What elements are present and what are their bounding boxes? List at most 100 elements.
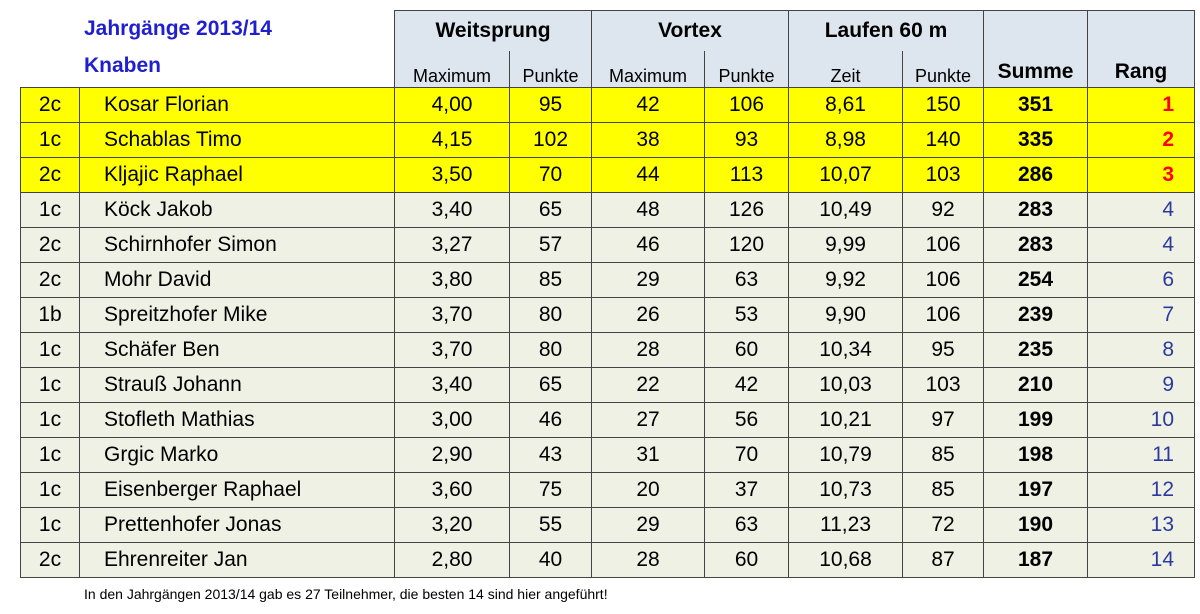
rank-cell: 7 <box>1087 297 1195 333</box>
weitsprung-punkte-cell: 65 <box>509 367 592 403</box>
page-title: Jahrgänge 2013/14 <box>84 17 272 40</box>
footnote: In den Jahrgängen 2013/14 gab es 27 Teil… <box>84 586 608 602</box>
vortex-maximum-cell: 26 <box>591 297 705 333</box>
vortex-punkte-cell: 63 <box>704 507 789 543</box>
rank-cell: 9 <box>1087 367 1195 403</box>
rank-cell: 4 <box>1087 227 1195 263</box>
class-cell: 1c <box>20 332 80 368</box>
class-cell: 2c <box>20 542 80 578</box>
vortex-maximum-cell: 29 <box>591 507 705 543</box>
weitsprung-maximum-cell: 3,40 <box>394 192 510 228</box>
table-row: 2c Mohr David 3,80 85 29 63 9,92 106 254 6 <box>20 262 1195 298</box>
rank-cell: 11 <box>1087 437 1195 473</box>
weitsprung-maximum-cell: 3,50 <box>394 157 510 193</box>
laufen-zeit-cell: 10,03 <box>788 367 903 403</box>
laufen-zeit-cell: 9,92 <box>788 262 903 298</box>
laufen-punkte-cell: 97 <box>902 402 984 438</box>
weitsprung-maximum-cell: 2,80 <box>394 542 510 578</box>
name-cell: Schäfer Ben <box>79 332 395 368</box>
vortex-punkte-cell: 37 <box>704 472 789 508</box>
laufen-punkte-cell: 72 <box>902 507 984 543</box>
sum-cell: 239 <box>983 297 1088 333</box>
results-table: Weitsprung Vortex Laufen 60 m Summe Rang… <box>20 10 1195 578</box>
vortex-punkte-cell: 70 <box>704 437 789 473</box>
vortex-maximum-cell: 38 <box>591 122 705 158</box>
rank-cell: 4 <box>1087 192 1195 228</box>
subheader-vortex-punkte: Punkte <box>704 50 789 88</box>
weitsprung-punkte-cell: 70 <box>509 157 592 193</box>
name-cell: Prettenhofer Jonas <box>79 507 395 543</box>
name-cell: Strauß Johann <box>79 367 395 403</box>
weitsprung-maximum-cell: 3,27 <box>394 227 510 263</box>
weitsprung-maximum-cell: 3,20 <box>394 507 510 543</box>
laufen-zeit-cell: 10,73 <box>788 472 903 508</box>
table-row: 2c Kosar Florian 4,00 95 42 106 8,61 150 351 1 <box>20 87 1195 123</box>
vortex-punkte-cell: 120 <box>704 227 789 263</box>
table-row: 2c Kljajic Raphael 3,50 70 44 113 10,07 103 286 3 <box>20 157 1195 193</box>
laufen-zeit-cell: 10,49 <box>788 192 903 228</box>
laufen-zeit-cell: 8,98 <box>788 122 903 158</box>
rank-cell: 6 <box>1087 262 1195 298</box>
vortex-maximum-cell: 31 <box>591 437 705 473</box>
rank-cell: 10 <box>1087 402 1195 438</box>
class-cell: 1c <box>20 437 80 473</box>
vortex-punkte-cell: 53 <box>704 297 789 333</box>
vortex-punkte-cell: 60 <box>704 542 789 578</box>
vortex-punkte-cell: 93 <box>704 122 789 158</box>
weitsprung-maximum-cell: 2,90 <box>394 437 510 473</box>
laufen-zeit-cell: 10,21 <box>788 402 903 438</box>
class-cell: 1c <box>20 507 80 543</box>
laufen-zeit-cell: 10,34 <box>788 332 903 368</box>
weitsprung-maximum-cell: 3,40 <box>394 367 510 403</box>
weitsprung-maximum-cell: 4,00 <box>394 87 510 123</box>
table-row: 1b Spreitzhofer Mike 3,70 80 26 53 9,90 106 239 7 <box>20 297 1195 333</box>
laufen-punkte-cell: 106 <box>902 297 984 333</box>
sum-cell: 235 <box>983 332 1088 368</box>
sum-cell: 335 <box>983 122 1088 158</box>
vortex-maximum-cell: 27 <box>591 402 705 438</box>
sum-cell: 198 <box>983 437 1088 473</box>
name-cell: Stofleth Mathias <box>79 402 395 438</box>
sum-cell: 197 <box>983 472 1088 508</box>
laufen-punkte-cell: 103 <box>902 157 984 193</box>
weitsprung-punkte-cell: 80 <box>509 297 592 333</box>
table-row: 1c Köck Jakob 3,40 65 48 126 10,49 92 283 4 <box>20 192 1195 228</box>
vortex-maximum-cell: 29 <box>591 262 705 298</box>
sum-cell: 283 <box>983 192 1088 228</box>
rank-cell: 2 <box>1087 122 1195 158</box>
table-row: 1c Schäfer Ben 3,70 80 28 60 10,34 95 235 8 <box>20 332 1195 368</box>
name-cell: Köck Jakob <box>79 192 395 228</box>
weitsprung-maximum-cell: 3,70 <box>394 297 510 333</box>
laufen-punkte-cell: 103 <box>902 367 984 403</box>
laufen-punkte-cell: 85 <box>902 472 984 508</box>
weitsprung-punkte-cell: 75 <box>509 472 592 508</box>
weitsprung-punkte-cell: 40 <box>509 542 592 578</box>
name-cell: Eisenberger Raphael <box>79 472 395 508</box>
sum-cell: 199 <box>983 402 1088 438</box>
laufen-punkte-cell: 85 <box>902 437 984 473</box>
weitsprung-punkte-cell: 43 <box>509 437 592 473</box>
laufen-zeit-cell: 9,99 <box>788 227 903 263</box>
table-body: 2c Kosar Florian 4,00 95 42 106 8,61 150 351 1 1c S… <box>20 87 1195 578</box>
class-cell: 1c <box>20 472 80 508</box>
weitsprung-punkte-cell: 85 <box>509 262 592 298</box>
vortex-maximum-cell: 28 <box>591 542 705 578</box>
weitsprung-punkte-cell: 95 <box>509 87 592 123</box>
laufen-punkte-cell: 106 <box>902 227 984 263</box>
sum-header: Summe <box>983 10 1088 88</box>
sum-cell: 351 <box>983 87 1088 123</box>
subheader-vortex-maximum: Maximum <box>591 50 705 88</box>
rank-cell: 3 <box>1087 157 1195 193</box>
rank-cell: 13 <box>1087 507 1195 543</box>
weitsprung-punkte-cell: 65 <box>509 192 592 228</box>
sum-cell: 187 <box>983 542 1088 578</box>
name-cell: Spreitzhofer Mike <box>79 297 395 333</box>
subheader-laufen-zeit: Zeit <box>788 50 903 88</box>
laufen-punkte-cell: 150 <box>902 87 984 123</box>
laufen-punkte-cell: 95 <box>902 332 984 368</box>
weitsprung-maximum-cell: 3,70 <box>394 332 510 368</box>
rank-cell: 8 <box>1087 332 1195 368</box>
vortex-maximum-cell: 20 <box>591 472 705 508</box>
subheader-weitsprung-punkte: Punkte <box>509 50 592 88</box>
laufen-zeit-cell: 10,07 <box>788 157 903 193</box>
